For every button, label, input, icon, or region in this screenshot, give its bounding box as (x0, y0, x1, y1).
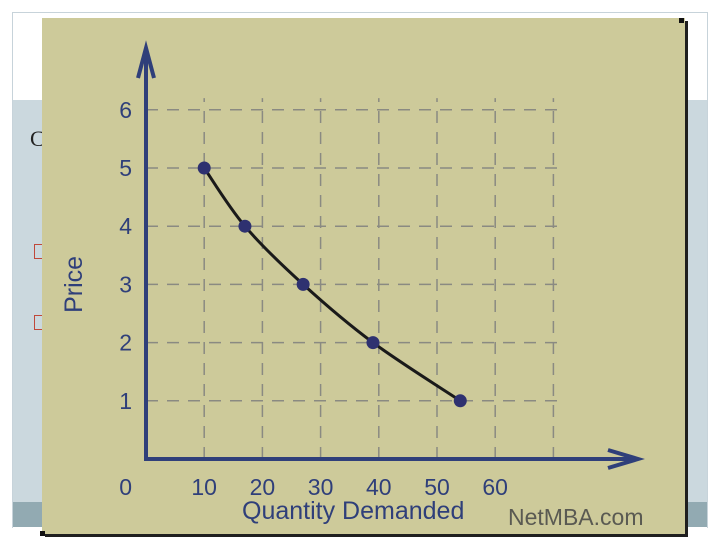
y-tick-label: 3 (119, 271, 132, 297)
slide-left-border (12, 12, 13, 528)
slide-heading-fragment: C (30, 126, 45, 151)
x-tick-label: 60 (482, 474, 508, 500)
slide-top-border (12, 12, 708, 13)
x-tick-label: 50 (424, 474, 450, 500)
x-axis-arrowhead (607, 448, 645, 470)
data-point (366, 336, 380, 350)
data-point (238, 219, 252, 233)
y-tick-label: 2 (119, 330, 132, 356)
y-axis-label: Price (60, 256, 88, 313)
y-tick-label: 5 (119, 155, 132, 181)
corner-mark (679, 18, 684, 23)
x-axis-label: Quantity Demanded (242, 497, 464, 525)
x-tick-label: 40 (366, 474, 392, 500)
slide-right-border (707, 12, 708, 528)
x-tick-label: 0 (119, 474, 132, 500)
x-tick-label: 20 (250, 474, 276, 500)
y-tick-label: 1 (119, 388, 132, 414)
axes (136, 40, 645, 470)
chart-panel: 1 2 3 4 5 6 0 10 20 30 40 50 60 Price Quantity Deman… (40, 18, 685, 536)
x-tick-label: 30 (308, 474, 334, 500)
watermark: NetMBA.com (508, 504, 643, 530)
x-tick-label: 10 (191, 474, 217, 500)
corner-mark (40, 531, 45, 536)
data-point (197, 161, 211, 175)
y-tick-label: 6 (119, 97, 132, 123)
grid (146, 98, 559, 459)
data-points (197, 161, 467, 408)
y-tick-label: 4 (119, 213, 132, 239)
data-point (296, 277, 310, 291)
data-point (453, 394, 467, 408)
y-axis-arrowhead (136, 40, 156, 79)
